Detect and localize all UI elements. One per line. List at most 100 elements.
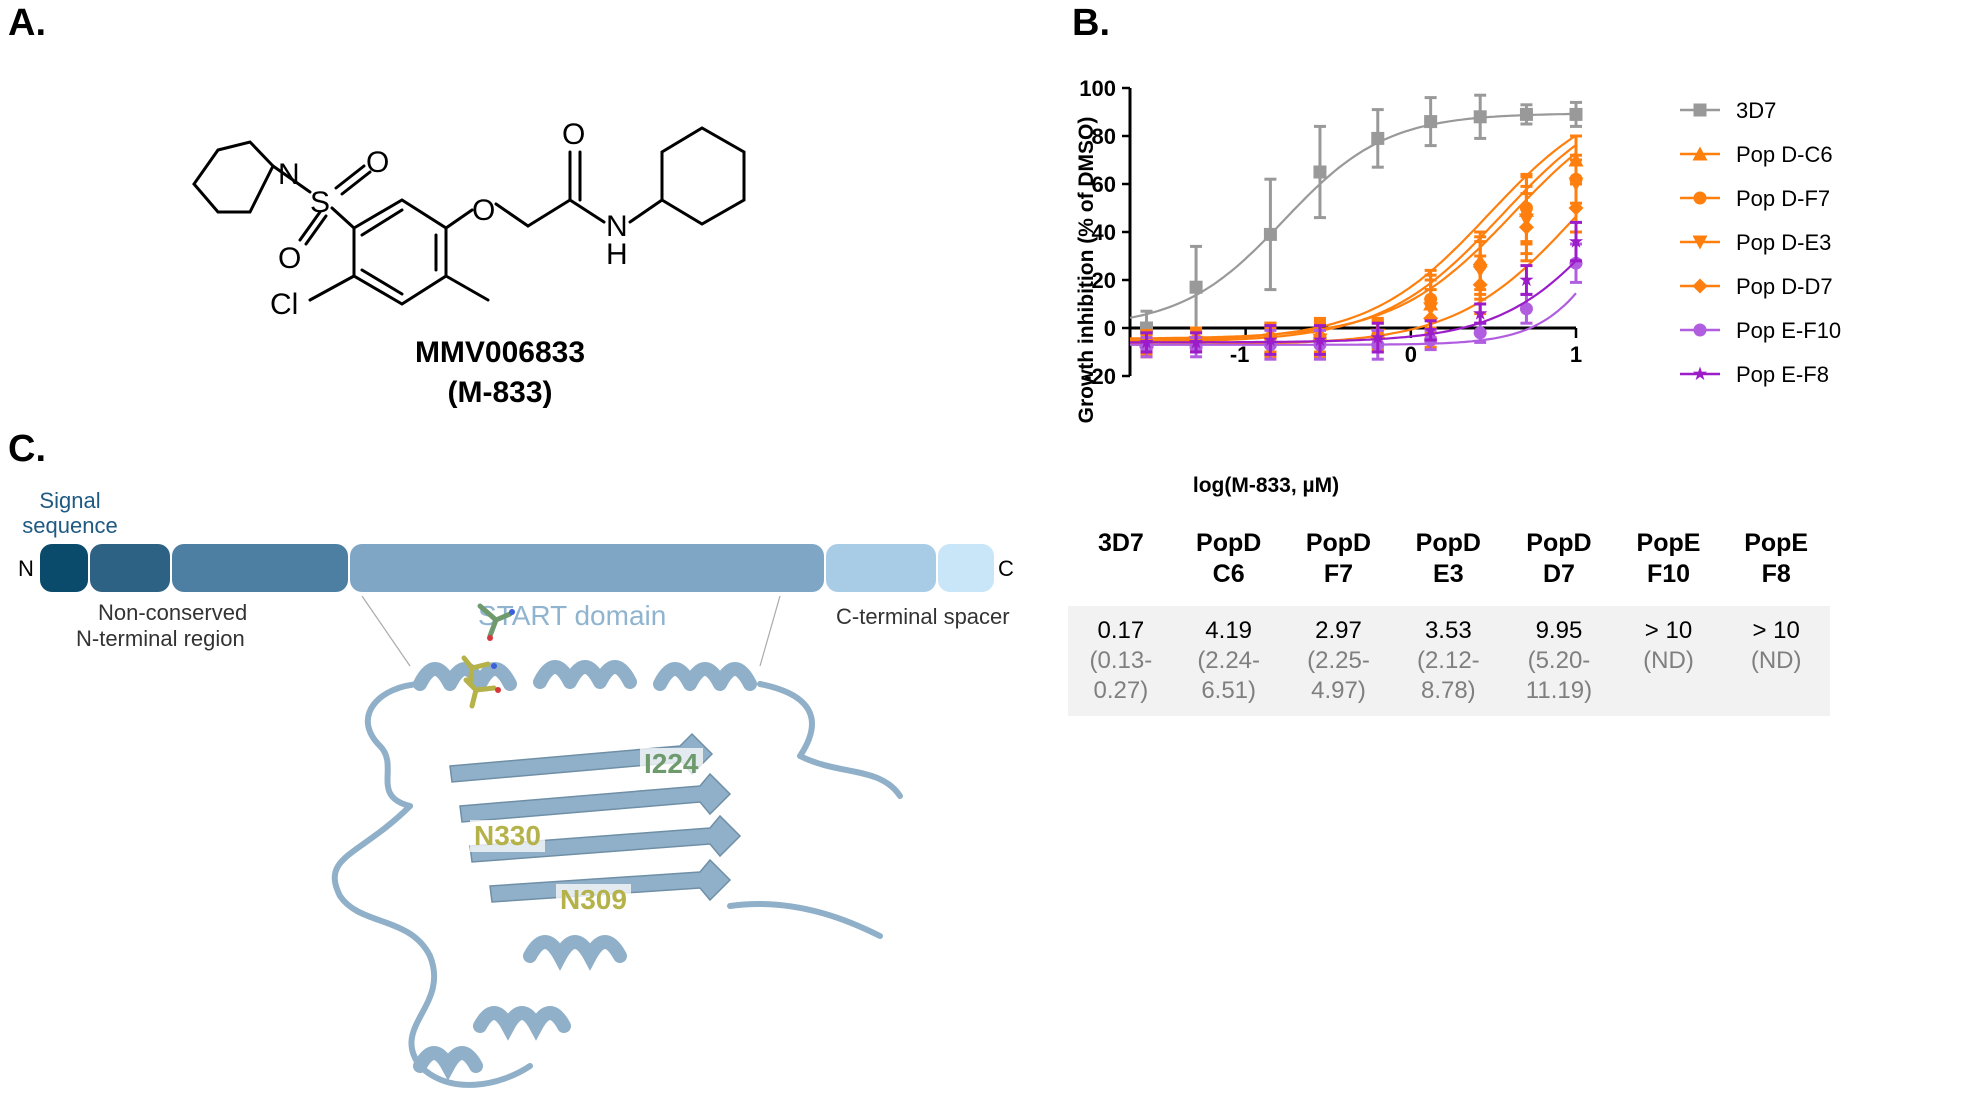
- c-terminus-label: C: [998, 556, 1014, 581]
- domain-start: [350, 544, 824, 592]
- data-point: [1692, 366, 1708, 381]
- table-header-line: PopE: [1636, 529, 1701, 557]
- table-header-cell: PopE F8: [1722, 520, 1830, 606]
- residue-label-n330: N330: [470, 820, 545, 852]
- legend-label: 3D7: [1736, 98, 1776, 123]
- table-header-line: PopD: [1415, 529, 1481, 557]
- chart-legend: 3D7 Pop D-C6 Pop D-F7 Pop D-E3 Pop D-D7 Pop E…: [1680, 98, 1841, 387]
- confidence-interval: 8.78): [1420, 677, 1476, 704]
- data-point: [1693, 103, 1707, 117]
- table-header-line: F8: [1761, 560, 1791, 588]
- confidence-interval: (2.24-: [1197, 647, 1261, 674]
- signal-label: Signal sequence: [20, 488, 120, 538]
- ic50-value: 0.17: [1097, 617, 1145, 644]
- signal-label-line2: sequence: [22, 513, 118, 538]
- chart-axes: -20 0 20 40 60 80 100 -1 0 1: [1079, 80, 1582, 389]
- table-cell: 2.97 (2.25- 4.97): [1283, 606, 1394, 716]
- benzene-ring: [352, 198, 448, 306]
- table-header-line: PopD: [1196, 529, 1262, 557]
- dose-response-chart: -20 0 20 40 60 80 100 -1 0 1 3D7 Pop D-C6 Pop D-F7 P…: [1075, 80, 1841, 497]
- compound-alias: (M-833): [447, 376, 553, 409]
- confidence-interval: 0.27): [1093, 677, 1149, 704]
- data-point: [1473, 326, 1487, 340]
- atom-o-bottom: O: [278, 242, 301, 275]
- residue-label-n309: N309: [556, 884, 631, 916]
- panel-label-b: B.: [1072, 2, 1110, 44]
- table-header-row: 3D7 PopD C6 PopD F7 PopD E3 PopD D7 PopE F10 PopE F8: [1068, 520, 1830, 606]
- table-cell: > 10 (ND): [1614, 606, 1723, 716]
- atom-n-amide: N: [606, 210, 628, 243]
- legend-label: Pop E-F10: [1736, 318, 1841, 343]
- data-point: [1263, 227, 1277, 241]
- y-axis-label: Growth inhibition (% of DMSO): [1075, 117, 1098, 424]
- data-point: [1569, 107, 1583, 121]
- ic50-value: > 10: [1752, 617, 1800, 644]
- chart-series: [1129, 93, 1584, 361]
- panel-label-a: A.: [8, 2, 46, 44]
- data-point: [1263, 332, 1278, 347]
- protein-structure: [331, 596, 903, 1088]
- table-cell: 0.17 (0.13- 0.27): [1068, 606, 1174, 716]
- confidence-interval: 4.97): [1311, 677, 1366, 704]
- atom-h-amide: H: [606, 238, 628, 271]
- data-point: [1568, 200, 1584, 216]
- legend-item: Pop D-F7: [1680, 186, 1830, 211]
- table-header-cell: 3D7: [1068, 520, 1174, 606]
- ic50-value: 3.53: [1424, 617, 1472, 644]
- ic50-table: 3D7 PopD C6 PopD F7 PopD E3 PopD D7 PopE F10 PopE F8…: [1068, 520, 1830, 716]
- fit-curve: [1130, 259, 1577, 344]
- legend-label: Pop D-F7: [1736, 186, 1830, 211]
- table-header-line: D7: [1542, 560, 1575, 588]
- series-pop-d-c6: [1130, 134, 1584, 354]
- table-cell: > 10 (ND): [1722, 606, 1830, 716]
- table-header-cell: PopD D7: [1503, 520, 1614, 606]
- cyclohexane-ring: [660, 126, 746, 226]
- atom-o-ether: O: [472, 194, 495, 227]
- table-header-line: 3D7: [1097, 529, 1144, 557]
- ic50-value: > 10: [1644, 617, 1693, 644]
- table-row: 0.17 (0.13- 0.27) 4.19 (2.24- 6.51) 2.97 (2.25-…: [1068, 606, 1830, 716]
- data-point: [1423, 322, 1438, 337]
- table-header-line: PopD: [1305, 529, 1372, 557]
- legend-label: Pop E-F8: [1736, 362, 1829, 387]
- confidence-interval: 11.19): [1525, 677, 1593, 704]
- legend-item: Pop D-E3: [1680, 230, 1831, 255]
- nonconserved-label-line1: Non-conserved: [98, 600, 248, 625]
- confidence-interval: (5.20-: [1527, 647, 1591, 674]
- n-terminus-label: N: [18, 556, 34, 581]
- data-point: [1519, 107, 1533, 121]
- legend-item: 3D7: [1680, 98, 1776, 123]
- table-header-cell: PopE F10: [1615, 520, 1723, 606]
- table-header-line: PopE: [1744, 529, 1809, 557]
- domain-region3: [172, 544, 348, 592]
- atom-cl: Cl: [270, 288, 298, 321]
- ic50-value: 2.97: [1315, 617, 1362, 644]
- confidence-interval: (2.25-: [1307, 647, 1370, 674]
- signal-label-line1: Signal: [39, 488, 101, 513]
- fit-curve: [1130, 292, 1577, 346]
- x-tick-label: 1: [1570, 342, 1582, 367]
- table-header-line: C6: [1212, 560, 1245, 588]
- legend-item: Pop E-F10: [1680, 318, 1841, 343]
- data-point: [1692, 235, 1708, 250]
- y-tick-label: 100: [1079, 80, 1116, 101]
- table-header-line: F7: [1323, 560, 1354, 588]
- pyrrolidine-ring: [192, 140, 275, 214]
- data-point: [1472, 277, 1488, 293]
- y-tick-label: 20: [1092, 268, 1116, 293]
- data-point: [1370, 330, 1385, 344]
- nonconserved-label: Non-conserved N-terminal region: [76, 600, 247, 652]
- data-point: [1519, 302, 1533, 316]
- nonconserved-label-line2: N-terminal region: [76, 626, 245, 651]
- x-tick-label: -1: [1230, 342, 1250, 367]
- data-point: [1692, 278, 1708, 294]
- table-header-cell: PopD C6: [1174, 520, 1284, 606]
- legend-label: Pop D-C6: [1736, 142, 1833, 167]
- fit-curve: [1129, 134, 1577, 342]
- legend-item: Pop D-D7: [1680, 274, 1833, 299]
- legend-item: Pop E-F8: [1680, 362, 1829, 387]
- legend-item: Pop D-C6: [1680, 142, 1833, 167]
- data-point: [1188, 334, 1204, 349]
- series-pop-e-f8: [1130, 220, 1584, 356]
- confidence-interval: 6.51): [1201, 677, 1257, 704]
